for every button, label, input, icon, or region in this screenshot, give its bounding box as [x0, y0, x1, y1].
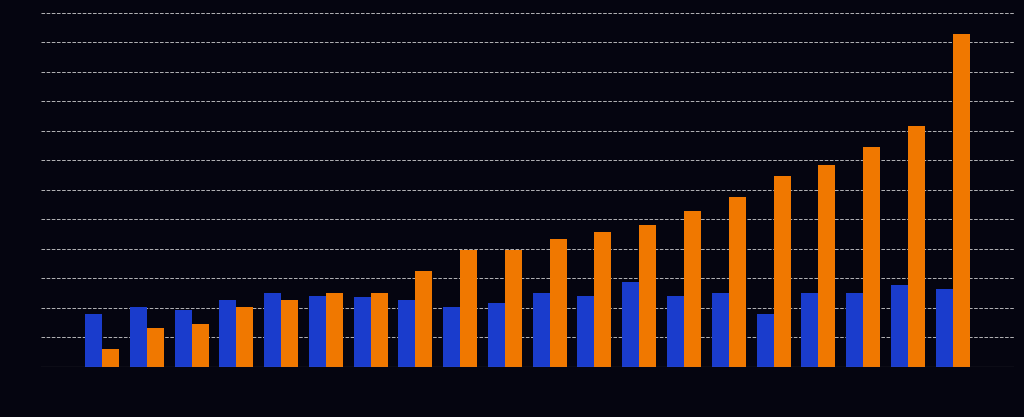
Bar	[667, 296, 684, 367]
Bar	[908, 126, 925, 367]
Bar	[550, 239, 566, 367]
Bar	[818, 165, 836, 367]
Bar	[282, 299, 298, 367]
Bar	[801, 293, 818, 367]
Bar	[936, 289, 952, 367]
Bar	[773, 176, 791, 367]
Bar	[175, 310, 191, 367]
Bar	[729, 197, 745, 367]
Bar	[488, 303, 505, 367]
Bar	[578, 296, 595, 367]
Bar	[595, 232, 611, 367]
Bar	[891, 285, 908, 367]
Bar	[130, 307, 146, 367]
Bar	[237, 307, 254, 367]
Bar	[505, 250, 522, 367]
Bar	[326, 293, 343, 367]
Bar	[146, 328, 164, 367]
Bar	[712, 293, 729, 367]
Bar	[443, 307, 460, 367]
Bar	[416, 271, 432, 367]
Bar	[398, 299, 416, 367]
Bar	[846, 293, 863, 367]
Bar	[684, 211, 701, 367]
Bar	[102, 349, 119, 367]
Bar	[623, 282, 639, 367]
Bar	[264, 293, 282, 367]
Bar	[952, 34, 970, 367]
Bar	[309, 296, 326, 367]
Bar	[757, 314, 773, 367]
Bar	[191, 324, 209, 367]
Bar	[863, 147, 880, 367]
Bar	[353, 297, 371, 367]
Bar	[532, 293, 550, 367]
Bar	[460, 250, 477, 367]
Bar	[85, 314, 102, 367]
Bar	[219, 299, 237, 367]
Bar	[639, 225, 656, 367]
Bar	[371, 293, 388, 367]
